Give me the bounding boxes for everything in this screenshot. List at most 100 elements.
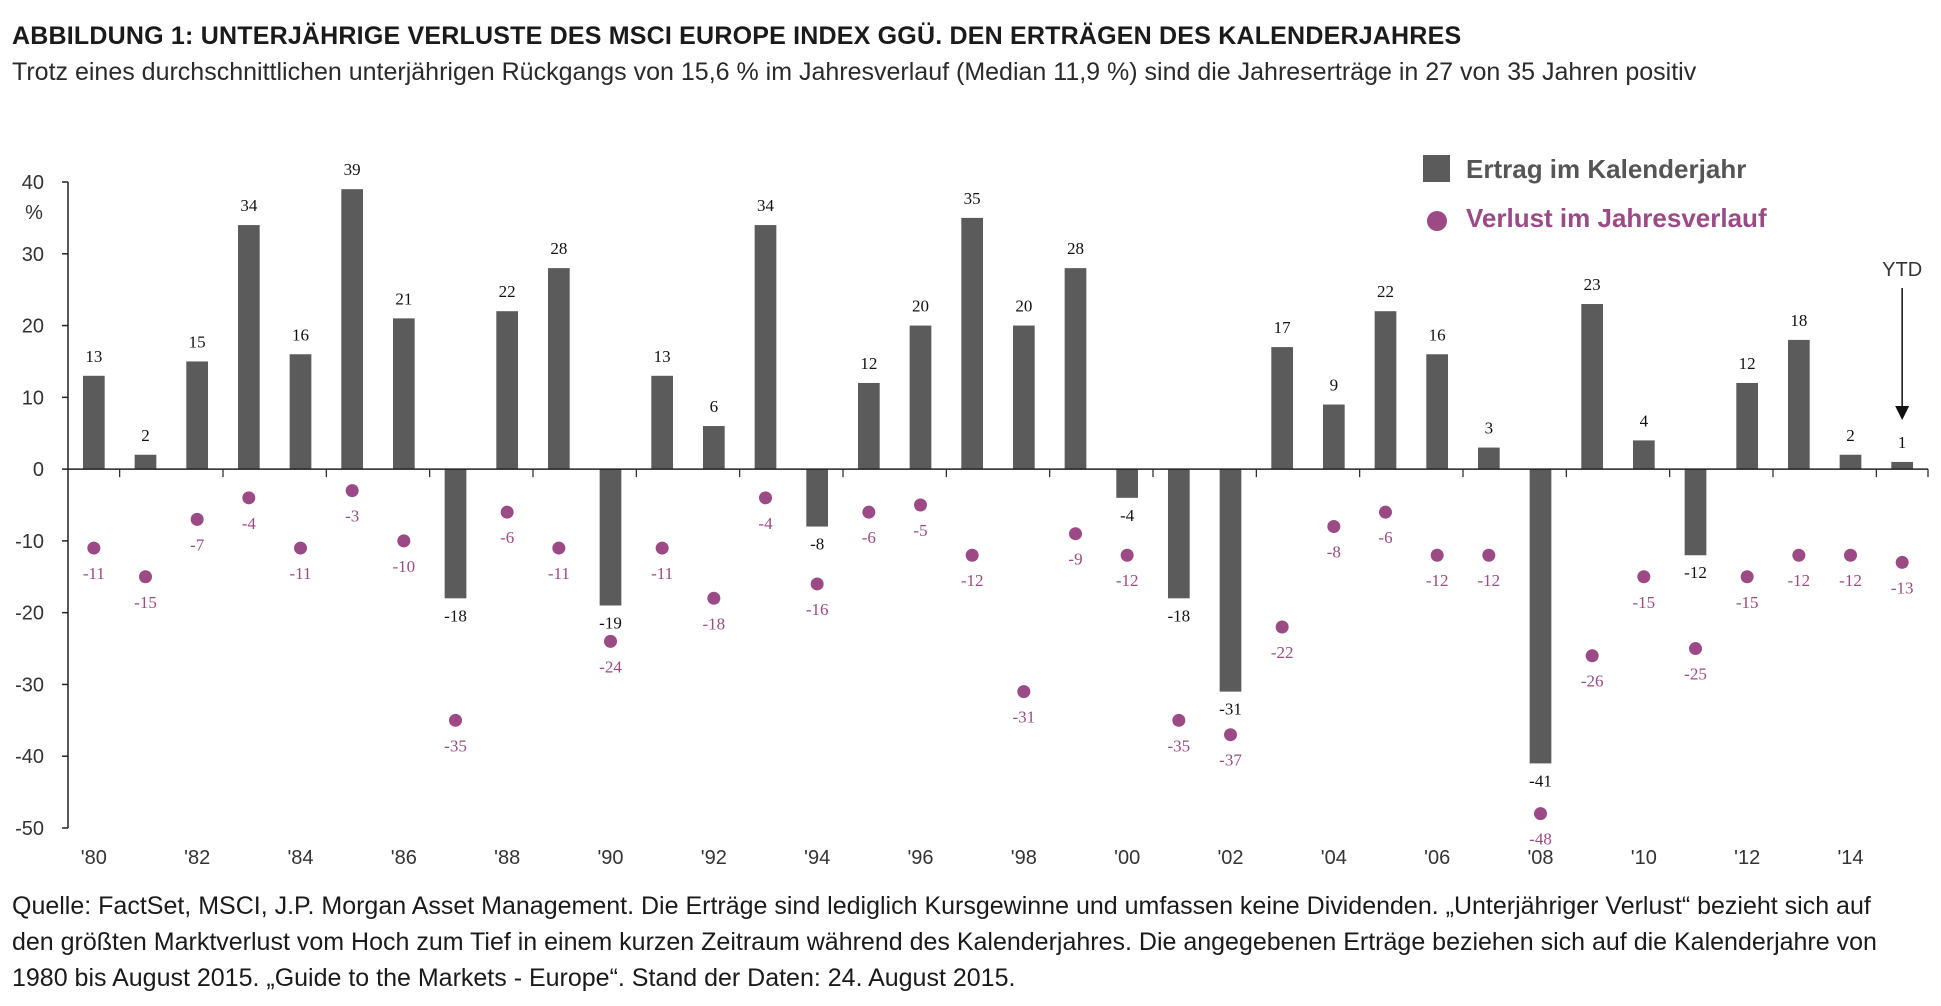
point: [500, 505, 514, 519]
bar: [134, 454, 157, 470]
x-tick-label: '00: [1114, 847, 1140, 869]
chart-title: ABBILDUNG 1: UNTERJÄHRIGE VERLUSTE DES M…: [12, 22, 1462, 50]
point-label: -12: [1787, 571, 1810, 590]
point-label: -24: [599, 657, 622, 676]
bar-label: 12: [860, 354, 877, 373]
point-label: -15: [1736, 593, 1759, 612]
bar: [1219, 469, 1242, 692]
x-tick-label: '92: [701, 847, 727, 869]
chart: 1321534163921-182228-1913634-81220352028…: [15, 154, 1929, 869]
y-tick-label: -20: [15, 603, 44, 625]
bar: [909, 325, 932, 470]
bar: [1271, 347, 1294, 470]
bar-label: 20: [912, 297, 929, 316]
bar-label: -41: [1529, 771, 1552, 790]
bar: [857, 382, 880, 470]
bar-label: 34: [240, 196, 258, 215]
point-label: -11: [651, 564, 673, 583]
point: [1069, 527, 1082, 541]
bar: [1012, 325, 1035, 470]
bar-label: 2: [141, 426, 150, 445]
point-label: -18: [702, 614, 725, 633]
point-label: -12: [961, 571, 984, 590]
x-tick-label: '10: [1631, 847, 1657, 869]
bar-label: 20: [1015, 297, 1032, 316]
bar: [651, 375, 674, 470]
bar-label: 1: [1898, 433, 1907, 452]
point: [862, 505, 876, 519]
bar-label: -12: [1684, 563, 1707, 582]
point: [655, 541, 669, 555]
bar-label: 13: [654, 347, 671, 366]
bar: [1684, 469, 1707, 556]
bar-label: 17: [1274, 318, 1292, 337]
x-tick-label: '84: [287, 847, 313, 869]
bar-label: 39: [344, 160, 361, 179]
ytd-annotation: YTD: [1882, 259, 1922, 420]
y-tick-label: 40: [22, 172, 44, 194]
bar: [82, 375, 105, 470]
point: [759, 491, 772, 505]
point-label: -9: [1068, 550, 1082, 569]
point: [1224, 728, 1237, 742]
x-tick-label: '96: [907, 847, 933, 869]
bar-label: 18: [1790, 311, 1807, 330]
x-tick-label: '98: [1011, 847, 1037, 869]
bar: [1167, 469, 1190, 599]
y-tick-label: 20: [22, 316, 44, 338]
y-tick-label: -40: [15, 746, 44, 768]
legend: Ertrag im Kalenderjahr Verlust im Jahres…: [1423, 154, 1767, 233]
bar-label: -18: [1167, 606, 1190, 625]
bars: 1321534163921-182228-1913634-81220352028…: [82, 160, 1914, 790]
bar: [961, 217, 984, 470]
point-label: -4: [758, 514, 773, 533]
bar-label: 12: [1739, 354, 1756, 373]
point-label: -11: [548, 564, 570, 583]
bar-label: 28: [1067, 239, 1084, 258]
ytd-label: YTD: [1882, 259, 1922, 281]
point: [87, 541, 101, 555]
x-tick-label: '88: [494, 847, 520, 869]
point: [294, 541, 307, 555]
bar: [1426, 354, 1449, 470]
bar-label: -4: [1120, 506, 1135, 525]
bar-label: 6: [710, 397, 719, 416]
point: [1689, 642, 1702, 656]
x-tick-label: '86: [391, 847, 417, 869]
bar: [496, 311, 519, 470]
point: [1482, 548, 1496, 562]
bar: [444, 469, 467, 599]
point-label: -26: [1581, 672, 1604, 691]
bar-label: -19: [599, 613, 622, 632]
bar: [1374, 311, 1397, 470]
point: [810, 577, 824, 591]
point-label: -48: [1529, 830, 1552, 849]
point-label: -15: [134, 593, 157, 612]
point: [1379, 505, 1392, 519]
point-label: -11: [83, 564, 105, 583]
legend-point-swatch: [1427, 211, 1447, 231]
bar: [1632, 440, 1655, 470]
point-label: -4: [242, 514, 257, 533]
point: [552, 541, 566, 555]
bar-label: 35: [964, 189, 981, 208]
x-tick-label: '08: [1527, 847, 1553, 869]
bar: [1581, 304, 1604, 470]
axes: 40 30 20 10 0 -10 -20 -30 -40 -50% '80 '82 '84 '86 '88…: [15, 172, 1929, 869]
point: [1017, 685, 1031, 699]
y-tick-label: 30: [22, 244, 44, 266]
bar: [599, 469, 622, 606]
point: [1327, 520, 1341, 534]
point-label: -13: [1891, 578, 1914, 597]
point: [1275, 620, 1289, 634]
point-label: -15: [1632, 593, 1655, 612]
bar: [237, 225, 260, 470]
bar: [341, 189, 364, 470]
y-tick-label: -50: [15, 818, 44, 840]
point-label: -37: [1219, 751, 1242, 770]
source-note: Quelle: FactSet, MSCI, J.P. Morgan Asset…: [12, 892, 1877, 992]
point-label: -10: [392, 557, 415, 576]
point-label: -35: [1167, 736, 1190, 755]
bar: [806, 469, 829, 527]
bar-label: 9: [1330, 376, 1339, 395]
